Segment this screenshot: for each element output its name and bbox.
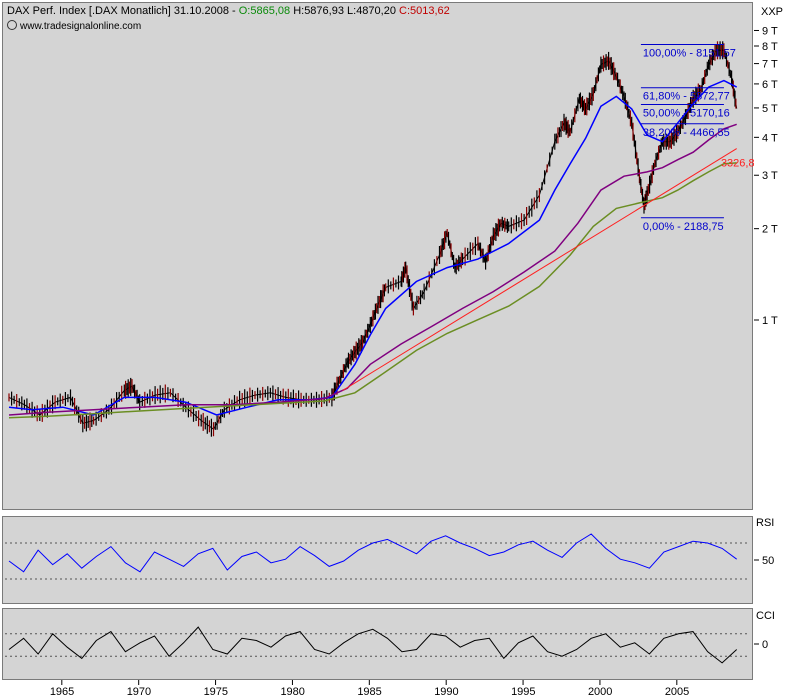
high-value: H:5876,93 [293,5,344,17]
x-tick-label: 1980 [280,686,304,698]
open-value: O:5865,08 [238,5,291,17]
fib-label: 0,00% - 2188,75 [643,221,724,233]
rsi-plot [5,533,750,580]
close-value: C:5013,62 [399,5,450,17]
y-tick-label: 7 T [762,59,778,71]
y-tick-label: 2 T [762,224,778,236]
y-tick-label: 5 T [762,103,778,115]
scale-label: XXP [761,6,784,18]
fib-label: 100,00% - 8151,57 [643,48,736,60]
source-line: www.tradesignalonline.com [7,20,141,32]
fib-label: 38,20% - 4466,55 [643,127,730,139]
source-url: www.tradesignalonline.com [20,21,142,32]
y-tick-label: 1 T [762,315,778,327]
x-tick-label: 1975 [204,686,228,698]
rsi-panel[interactable] [2,516,753,604]
y-tick-label: 4 T [762,132,778,144]
y-tick-label: 8 T [762,41,778,53]
x-tick-label: 1970 [127,686,151,698]
ma_fast-line [8,79,738,416]
x-tick-label: 1965 [50,686,74,698]
x-tick-label: 2000 [588,686,612,698]
x-tick-label: 1995 [511,686,535,698]
chart-header: DAX Perf. Index [.DAX Monatlich] 31.10.2… [7,5,450,17]
ma_mid-line [8,123,737,416]
y-tick-label: 6 T [762,79,778,91]
price-chart-panel[interactable]: DAX Perf. Index [.DAX Monatlich] 31.10.2… [2,2,754,510]
fib-label: 61,80% - 5872,77 [643,91,730,103]
osc-tick-label: 50 [762,555,774,567]
y-tick-label: 3 T [762,170,778,182]
cci-title: CCI [756,610,775,622]
x-tick-label: 1985 [357,686,381,698]
trend-line [342,148,737,391]
osc-tick-label: 0 [762,639,768,651]
price-plot: 100,00% - 8151,57 61,80% - 5872,77 50,00% … [8,41,754,437]
oscillator-line [8,626,738,664]
trend-value-label: 3326,88 [721,158,754,170]
ma_slow-line [8,162,737,419]
y-tick-label: 9 T [762,25,778,37]
symbol-label: DAX Perf. Index [.DAX Monatlich] 31.10.2… [7,5,236,17]
fib-label: 50,00% - 5170,16 [643,108,730,120]
cci-plot [5,626,750,664]
low-value: L:4870,20 [347,5,396,17]
globe-icon [7,20,17,30]
x-tick-label: 1990 [434,686,458,698]
right-axis: 9 T 8 T 7 T 6 T 5 T 4 T 3 T 2 T 1 T 50 0 [754,25,778,651]
rsi-title: RSI [756,517,775,529]
x-tick-label: 2005 [665,686,689,698]
oscillator-line [8,533,737,573]
cci-panel[interactable] [2,608,753,680]
x-axis: 1965 1970 1975 1980 1985 1990 1995 2000 2005 [50,680,689,698]
